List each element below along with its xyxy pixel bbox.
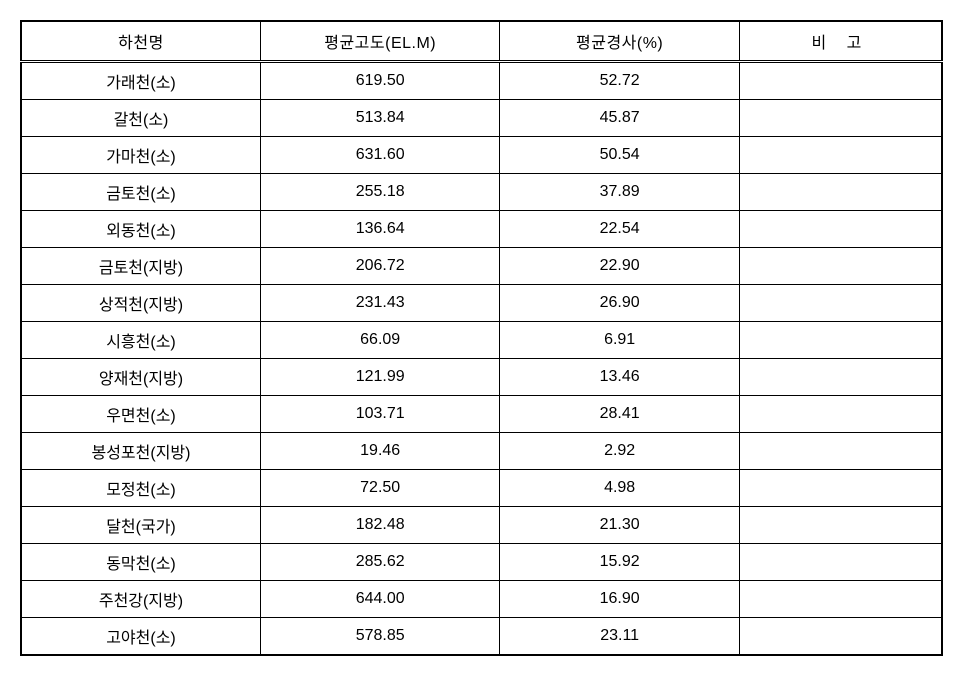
cell-name: 동막천(소) <box>21 544 260 581</box>
cell-slope: 2.92 <box>500 433 739 470</box>
cell-slope: 37.89 <box>500 174 739 211</box>
column-header-elevation: 평균고도(EL.M) <box>260 21 499 62</box>
cell-slope: 52.72 <box>500 62 739 100</box>
cell-remark <box>739 544 942 581</box>
cell-remark <box>739 359 942 396</box>
cell-elevation: 619.50 <box>260 62 499 100</box>
cell-elevation: 72.50 <box>260 470 499 507</box>
cell-remark <box>739 507 942 544</box>
cell-name: 시흥천(소) <box>21 322 260 359</box>
cell-elevation: 285.62 <box>260 544 499 581</box>
table-row: 주천강(지방) 644.00 16.90 <box>21 581 942 618</box>
cell-elevation: 19.46 <box>260 433 499 470</box>
cell-name: 달천(국가) <box>21 507 260 544</box>
table-header-row: 하천명 평균고도(EL.M) 평균경사(%) 비 고 <box>21 21 942 62</box>
cell-remark <box>739 174 942 211</box>
cell-slope: 16.90 <box>500 581 739 618</box>
table-row: 갈천(소) 513.84 45.87 <box>21 100 942 137</box>
cell-elevation: 103.71 <box>260 396 499 433</box>
cell-remark <box>739 211 942 248</box>
table-row: 봉성포천(지방) 19.46 2.92 <box>21 433 942 470</box>
cell-elevation: 644.00 <box>260 581 499 618</box>
cell-elevation: 136.64 <box>260 211 499 248</box>
table-row: 금토천(소) 255.18 37.89 <box>21 174 942 211</box>
cell-elevation: 66.09 <box>260 322 499 359</box>
cell-remark <box>739 322 942 359</box>
cell-slope: 6.91 <box>500 322 739 359</box>
cell-name: 외동천(소) <box>21 211 260 248</box>
cell-name: 금토천(소) <box>21 174 260 211</box>
cell-name: 봉성포천(지방) <box>21 433 260 470</box>
cell-remark <box>739 285 942 322</box>
cell-elevation: 578.85 <box>260 618 499 656</box>
cell-name: 우면천(소) <box>21 396 260 433</box>
river-data-table-container: 하천명 평균고도(EL.M) 평균경사(%) 비 고 가래천(소) 619.50… <box>20 20 943 656</box>
cell-remark <box>739 248 942 285</box>
table-row: 금토천(지방) 206.72 22.90 <box>21 248 942 285</box>
cell-slope: 23.11 <box>500 618 739 656</box>
cell-elevation: 182.48 <box>260 507 499 544</box>
cell-slope: 22.54 <box>500 211 739 248</box>
cell-name: 가래천(소) <box>21 62 260 100</box>
column-header-remark: 비 고 <box>739 21 942 62</box>
cell-name: 금토천(지방) <box>21 248 260 285</box>
river-data-table: 하천명 평균고도(EL.M) 평균경사(%) 비 고 가래천(소) 619.50… <box>20 20 943 656</box>
cell-name: 주천강(지방) <box>21 581 260 618</box>
cell-slope: 21.30 <box>500 507 739 544</box>
table-row: 시흥천(소) 66.09 6.91 <box>21 322 942 359</box>
cell-slope: 4.98 <box>500 470 739 507</box>
cell-remark <box>739 62 942 100</box>
cell-name: 고야천(소) <box>21 618 260 656</box>
table-row: 외동천(소) 136.64 22.54 <box>21 211 942 248</box>
table-row: 고야천(소) 578.85 23.11 <box>21 618 942 656</box>
table-row: 모정천(소) 72.50 4.98 <box>21 470 942 507</box>
cell-slope: 13.46 <box>500 359 739 396</box>
cell-name: 양재천(지방) <box>21 359 260 396</box>
table-row: 동막천(소) 285.62 15.92 <box>21 544 942 581</box>
table-row: 가마천(소) 631.60 50.54 <box>21 137 942 174</box>
cell-slope: 22.90 <box>500 248 739 285</box>
cell-remark <box>739 470 942 507</box>
cell-elevation: 631.60 <box>260 137 499 174</box>
cell-elevation: 121.99 <box>260 359 499 396</box>
cell-name: 갈천(소) <box>21 100 260 137</box>
table-body: 가래천(소) 619.50 52.72 갈천(소) 513.84 45.87 가… <box>21 62 942 656</box>
table-row: 상적천(지방) 231.43 26.90 <box>21 285 942 322</box>
table-row: 가래천(소) 619.50 52.72 <box>21 62 942 100</box>
cell-slope: 28.41 <box>500 396 739 433</box>
table-row: 양재천(지방) 121.99 13.46 <box>21 359 942 396</box>
cell-slope: 15.92 <box>500 544 739 581</box>
cell-elevation: 206.72 <box>260 248 499 285</box>
cell-slope: 45.87 <box>500 100 739 137</box>
cell-name: 모정천(소) <box>21 470 260 507</box>
cell-elevation: 231.43 <box>260 285 499 322</box>
cell-remark <box>739 433 942 470</box>
table-row: 우면천(소) 103.71 28.41 <box>21 396 942 433</box>
cell-remark <box>739 137 942 174</box>
cell-remark <box>739 396 942 433</box>
cell-remark <box>739 581 942 618</box>
cell-slope: 50.54 <box>500 137 739 174</box>
cell-slope: 26.90 <box>500 285 739 322</box>
column-header-name: 하천명 <box>21 21 260 62</box>
cell-elevation: 513.84 <box>260 100 499 137</box>
cell-name: 상적천(지방) <box>21 285 260 322</box>
cell-elevation: 255.18 <box>260 174 499 211</box>
table-row: 달천(국가) 182.48 21.30 <box>21 507 942 544</box>
cell-remark <box>739 100 942 137</box>
column-header-slope: 평균경사(%) <box>500 21 739 62</box>
cell-name: 가마천(소) <box>21 137 260 174</box>
cell-remark <box>739 618 942 656</box>
